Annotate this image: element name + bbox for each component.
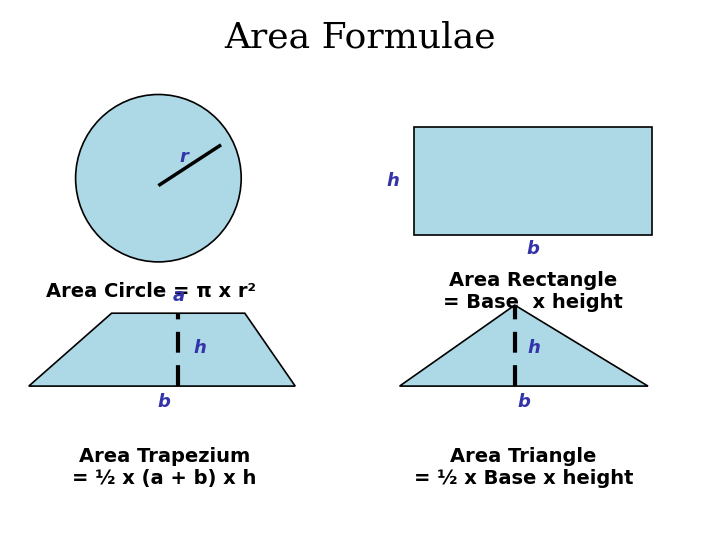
Text: b: b: [158, 393, 171, 410]
Text: h: h: [193, 339, 206, 357]
Ellipse shape: [76, 94, 241, 262]
Text: Area Circle = π x r²: Area Circle = π x r²: [46, 282, 256, 301]
Text: r: r: [179, 147, 188, 166]
Text: Area Triangle
= ½ x Base x height: Area Triangle = ½ x Base x height: [414, 447, 633, 488]
Text: Area Rectangle
= Base  x height: Area Rectangle = Base x height: [443, 271, 623, 312]
Bar: [414, 127, 652, 235]
Text: h: h: [387, 172, 400, 190]
Polygon shape: [29, 313, 295, 386]
Text: b: b: [517, 393, 530, 410]
Text: a: a: [173, 287, 184, 305]
Polygon shape: [400, 305, 648, 386]
Text: Area Formulae: Area Formulae: [224, 21, 496, 55]
Text: h: h: [527, 339, 540, 357]
Text: Area Trapezium
= ½ x (a + b) x h: Area Trapezium = ½ x (a + b) x h: [72, 447, 256, 488]
Text: b: b: [526, 240, 539, 258]
